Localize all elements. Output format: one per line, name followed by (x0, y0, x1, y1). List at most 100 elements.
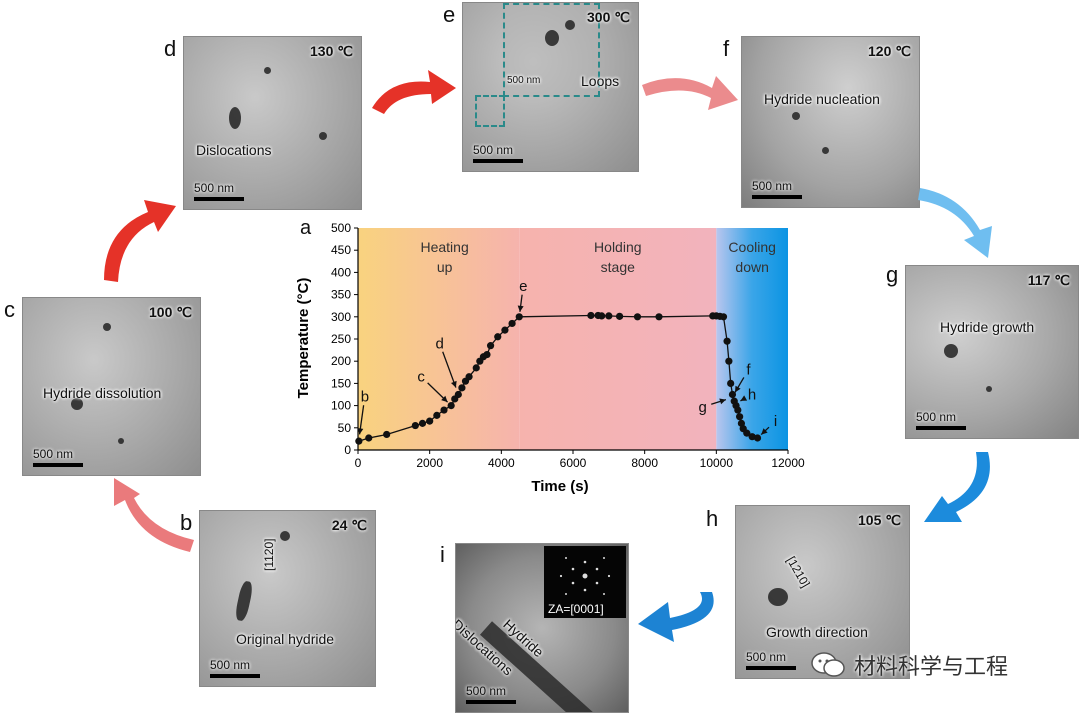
y-axis-label: Temperature (°C) (295, 278, 312, 399)
hydride-feature (944, 344, 958, 358)
data-point (633, 313, 642, 321)
caption-original-hydride: Original hydride (236, 631, 335, 647)
data-point (753, 434, 762, 442)
annotation-arrowhead (517, 305, 524, 312)
data-point (486, 342, 495, 350)
annotation-arrowhead (451, 380, 457, 388)
diffraction-inset: ZA=[0001] (544, 546, 626, 618)
y-tick-label: 50 (338, 421, 352, 435)
data-point (365, 434, 373, 442)
defect-spot (103, 323, 111, 331)
annotation-g: g (698, 399, 706, 416)
arrow-h-to-i (638, 592, 714, 642)
micrograph-panel-b: 24 ℃ [1120] Original hydride 500 nm (199, 510, 376, 687)
panel-letter-g: g (886, 262, 899, 287)
x-axis-label: Time (s) (531, 478, 588, 495)
arrow-e-to-f (642, 76, 738, 110)
region-label: Cooling (728, 239, 775, 255)
annotation-arrowhead (735, 385, 741, 393)
panel-letter-i: i (440, 542, 445, 567)
data-point (723, 337, 731, 345)
y-tick-label: 200 (331, 354, 351, 368)
caption-hydride-nucleation: Hydride nucleation (764, 91, 880, 107)
data-point (748, 433, 756, 441)
y-tick-label: 250 (331, 332, 351, 346)
data-point (494, 333, 502, 341)
data-point (728, 390, 737, 399)
region-label: Heating (420, 239, 468, 255)
annotation-arrowhead (761, 428, 768, 435)
temperature-label: 130 ℃ (310, 43, 353, 59)
panel-letter-b: b (180, 510, 193, 535)
y-tick-label: 100 (331, 399, 351, 413)
data-point (743, 429, 751, 437)
micrograph-panel-f: 120 ℃ Hydride nucleation 500 nm (741, 36, 920, 208)
scale-bar: 500 nm (210, 658, 260, 678)
scale-bar: 500 nm (746, 650, 796, 670)
data-point (719, 313, 728, 321)
caption-growth-direction: Growth direction (766, 624, 868, 640)
data-point (433, 411, 441, 419)
x-tick-label: 10000 (700, 456, 734, 470)
defect-spot (822, 147, 829, 154)
wechat-icon (811, 652, 845, 677)
watermark: 材料科学与工程 (810, 649, 1008, 681)
temperature-label: 117 ℃ (1027, 272, 1070, 288)
x-tick-label: 12000 (771, 456, 805, 470)
y-tick-label: 400 (331, 265, 351, 279)
micrograph-panel-e: 500 nm 300 ℃ Loops 500 nm (462, 2, 639, 172)
defect-spot (319, 132, 327, 140)
annotation-arrow (442, 351, 457, 388)
x-tick-label: 0 (355, 456, 362, 470)
data-point (598, 312, 606, 320)
micrograph-panel-d: 130 ℃ Dislocations 500 nm (183, 36, 362, 210)
defect-spot (986, 386, 992, 392)
micrograph-panel-i: ZA=[0001] Dislocations Hydride 500 nm (455, 543, 629, 713)
data-point (418, 419, 427, 427)
nucleation-spot (792, 112, 800, 120)
hydride-feature (71, 398, 83, 410)
data-point (587, 311, 595, 320)
scale-bar: 500 nm (33, 447, 83, 467)
y-tick-label: 300 (331, 310, 351, 324)
region-label: Holding (594, 239, 641, 255)
y-tick-label: 350 (331, 288, 351, 302)
panel-letter-e: e (443, 2, 456, 27)
defect-spot (118, 438, 124, 444)
arrow-f-to-g (918, 188, 992, 258)
temperature-label: 24 ℃ (331, 517, 367, 533)
y-tick-label: 0 (344, 443, 351, 457)
y-tick-label: 150 (331, 376, 351, 390)
data-point (472, 364, 480, 372)
micrograph-panel-h: 105 ℃ [1210] Growth direction 500 nm (735, 505, 910, 679)
loop-feature (565, 20, 575, 30)
annotation-c: c (417, 369, 425, 386)
data-point (447, 402, 455, 410)
x-tick-label: 2000 (416, 456, 443, 470)
data-point (454, 390, 462, 399)
data-point (440, 406, 448, 414)
annotation-h: h (748, 386, 756, 403)
scale-bar: 500 nm (916, 410, 966, 430)
zone-axis-label: ZA=[0001] (548, 602, 604, 616)
caption-dislocations: Dislocations (196, 142, 272, 158)
data-point (655, 313, 663, 321)
x-tick-label: 4000 (488, 456, 515, 470)
temperature-label: 105 ℃ (858, 512, 901, 528)
annotation-e: e (519, 278, 527, 295)
scale-bar: 500 nm (473, 143, 523, 163)
zoom-inset-box: 500 nm (503, 3, 600, 97)
temperature-label: 100 ℃ (149, 304, 192, 320)
data-point (727, 379, 735, 387)
panel-letter-h: h (706, 506, 719, 531)
data-point (734, 406, 742, 414)
region-label: up (437, 259, 453, 275)
data-point (458, 384, 466, 392)
panel-letter-d: d (164, 36, 177, 61)
temperature-label: 120 ℃ (868, 43, 911, 59)
panel-letter-a: a (300, 218, 312, 239)
data-point (736, 413, 744, 421)
y-tick-label: 450 (331, 243, 351, 257)
